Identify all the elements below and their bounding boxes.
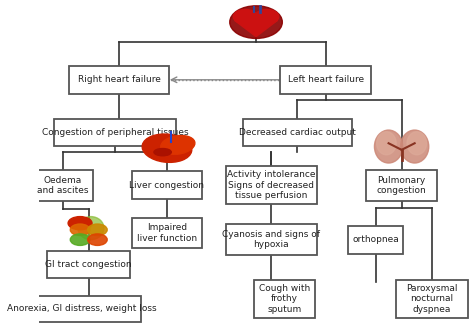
Ellipse shape xyxy=(68,216,92,230)
FancyBboxPatch shape xyxy=(348,226,403,254)
Ellipse shape xyxy=(88,224,107,236)
Text: Left heart failure: Left heart failure xyxy=(288,75,364,84)
FancyBboxPatch shape xyxy=(69,66,169,94)
Text: Congestion of peripheral tissues: Congestion of peripheral tissues xyxy=(42,128,188,137)
Ellipse shape xyxy=(374,130,403,163)
Text: Oedema
and ascites: Oedema and ascites xyxy=(37,175,89,195)
Ellipse shape xyxy=(233,9,257,24)
Ellipse shape xyxy=(401,130,429,163)
Ellipse shape xyxy=(142,134,192,163)
Ellipse shape xyxy=(70,234,90,245)
Ellipse shape xyxy=(78,216,104,240)
Text: orthopnea: orthopnea xyxy=(352,235,399,244)
Text: Right heart failure: Right heart failure xyxy=(78,75,161,84)
Ellipse shape xyxy=(70,224,90,236)
Text: Pulmonary
congestion: Pulmonary congestion xyxy=(377,175,427,195)
FancyBboxPatch shape xyxy=(132,171,202,199)
FancyBboxPatch shape xyxy=(54,119,176,146)
Ellipse shape xyxy=(154,149,171,156)
Text: Paroxysmal
nocturnal
dyspnea: Paroxysmal nocturnal dyspnea xyxy=(406,284,458,314)
Ellipse shape xyxy=(407,132,427,155)
Text: Decreased cardiac output: Decreased cardiac output xyxy=(239,128,356,137)
FancyBboxPatch shape xyxy=(24,296,141,322)
Ellipse shape xyxy=(255,9,279,24)
FancyBboxPatch shape xyxy=(47,251,130,278)
FancyBboxPatch shape xyxy=(396,280,468,318)
Text: Anorexia, GI distress, weight loss: Anorexia, GI distress, weight loss xyxy=(8,305,157,313)
Ellipse shape xyxy=(88,234,107,245)
Text: Activity intolerance
Signs of decreased
tissue perfusion: Activity intolerance Signs of decreased … xyxy=(227,170,316,200)
FancyBboxPatch shape xyxy=(366,169,438,201)
Polygon shape xyxy=(235,20,278,37)
FancyBboxPatch shape xyxy=(254,280,315,318)
Text: Liver congestion: Liver congestion xyxy=(129,181,204,190)
Text: Impaired
liver function: Impaired liver function xyxy=(137,223,197,243)
FancyBboxPatch shape xyxy=(280,66,371,94)
FancyBboxPatch shape xyxy=(226,224,317,255)
Ellipse shape xyxy=(230,6,283,38)
FancyBboxPatch shape xyxy=(32,169,93,201)
FancyBboxPatch shape xyxy=(132,218,202,248)
Ellipse shape xyxy=(377,132,396,155)
FancyBboxPatch shape xyxy=(243,119,352,146)
Ellipse shape xyxy=(161,135,195,154)
Text: Cough with
frothy
sputum: Cough with frothy sputum xyxy=(259,284,310,314)
Text: Cyanosis and signs of
hypoxia: Cyanosis and signs of hypoxia xyxy=(222,230,320,249)
Text: GI tract congestion: GI tract congestion xyxy=(46,260,132,269)
FancyBboxPatch shape xyxy=(226,166,317,204)
